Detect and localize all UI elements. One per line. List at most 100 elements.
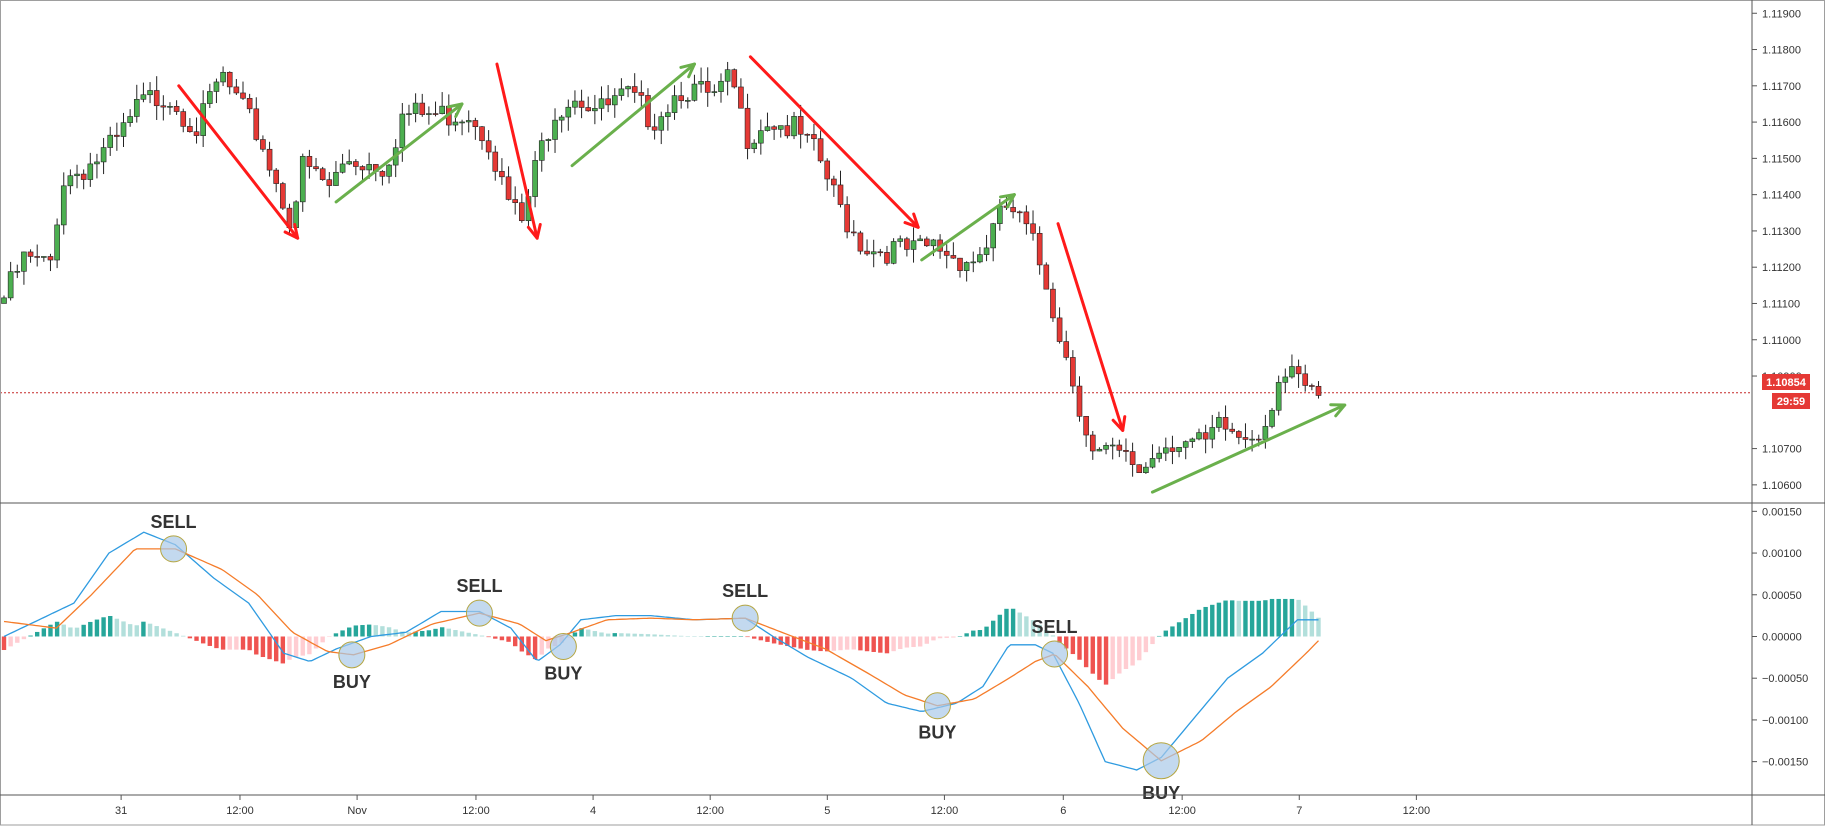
sell-signal-marker [160,535,188,563]
histogram-bar [88,621,93,637]
buy-signal-label: BUY [1142,783,1180,803]
buy-signal-label: BUY [544,663,582,683]
candle-up [977,254,983,263]
histogram-bar [1210,604,1215,637]
histogram-bar [114,618,120,637]
candle-down [246,97,253,110]
sell-signal-marker [465,599,493,627]
price-axis[interactable]: 1.11900 1.11800 1.11700 1.11600 1.11500 1.114… [1752,8,1802,492]
candle-down [1036,233,1043,266]
sell-signal-label: SELL [456,576,502,596]
price-tick-label: 1.11900 [1762,8,1801,20]
histogram-bar [652,634,657,637]
candle-up [1289,366,1295,378]
histogram-bar [194,636,199,641]
candle-up [87,163,94,180]
candle-down [1050,288,1056,319]
histogram-bar [426,630,432,637]
histogram-bar [287,636,292,660]
histogram-bar [1283,598,1288,637]
time-axis[interactable]: 31 12:00 Nov 12:00 4 12:00 5 12:00 6 12:00 7 12:00 [115,795,1430,817]
histogram-bar [586,629,591,637]
histogram-bar [247,636,252,651]
histogram-bar [68,627,73,637]
histogram-bar [977,630,983,637]
candle-down [1076,385,1083,417]
histogram-bar [1276,598,1281,637]
histogram-bar [1050,635,1056,637]
candle-down [173,106,180,112]
histogram-bar [665,635,671,637]
histogram-bar [526,636,531,656]
price-tick-label: 1.11500 [1762,153,1801,165]
histogram-bar [154,626,159,637]
histogram-bar [333,633,339,637]
histogram-bar [134,625,139,637]
candle-down [1116,444,1123,451]
candle-up [545,139,552,141]
candle-up [133,99,140,117]
sell-signal-label: SELL [1032,617,1078,637]
candle-up [764,126,771,131]
histogram-bar [818,636,823,652]
candle-up [685,100,691,102]
price-tick-label: 1.10600 [1762,480,1802,492]
candle-down [744,107,751,149]
candle-up [1,297,7,304]
histogram-bar [313,636,319,649]
candle-down [353,161,359,167]
histogram-bar [725,636,730,637]
candle-down [704,81,711,93]
candle-up [439,105,445,115]
histogram-bar [439,627,445,637]
candle-down [1056,317,1063,342]
sell-signal-label: SELL [151,512,197,532]
candle-down [233,86,240,94]
candle-up [452,121,459,126]
price-tick-label: 1.11700 [1762,81,1801,93]
price-tags: 1.10854 29:59 [1762,374,1810,409]
histogram-bar [791,636,797,648]
histogram-bar [300,636,305,656]
histogram-bar [340,630,345,637]
histogram-bar [1309,611,1315,637]
candle-down [319,168,326,180]
candle-down [512,199,518,204]
candle-down [472,120,479,128]
histogram-bar [718,636,724,637]
time-tick-label: 12:00 [1168,805,1196,817]
buy-trend-arrow [570,62,696,168]
histogram-bar [1,636,7,651]
histogram-bar [1190,613,1195,637]
macd-lines [3,531,1319,771]
histogram-bar [141,621,146,637]
histogram-bar [984,626,989,637]
histogram-bar [400,631,405,637]
candle-down [950,255,957,259]
histogram-bar [1083,636,1089,668]
histogram-bar [187,636,193,639]
histogram-bar [254,636,259,655]
candle-down [831,178,837,186]
candle-down [34,256,40,258]
signal-markers: SELL BUY SELL BUY SELL BUY SELL BUY [151,512,1181,803]
histogram-bar [745,636,750,638]
candle-down [731,69,738,88]
histogram-bar [1156,635,1162,637]
macd-axis[interactable]: 0.00150 0.00100 0.00050 0.00000 −0.00050 −0.0… [1752,506,1808,769]
candle-up [299,156,306,203]
candle-down [884,252,890,264]
histogram-bar [200,636,206,644]
sell-signal-marker [731,604,759,632]
buy-signal-marker [1142,742,1180,780]
histogram-bar [798,636,803,649]
histogram-bar [499,636,505,641]
candle-up [1262,426,1269,440]
histogram-bar [1216,602,1222,637]
histogram-bar [320,636,325,643]
histogram-bar [1269,598,1275,637]
candle-up [698,81,704,85]
candle-up [558,116,565,121]
